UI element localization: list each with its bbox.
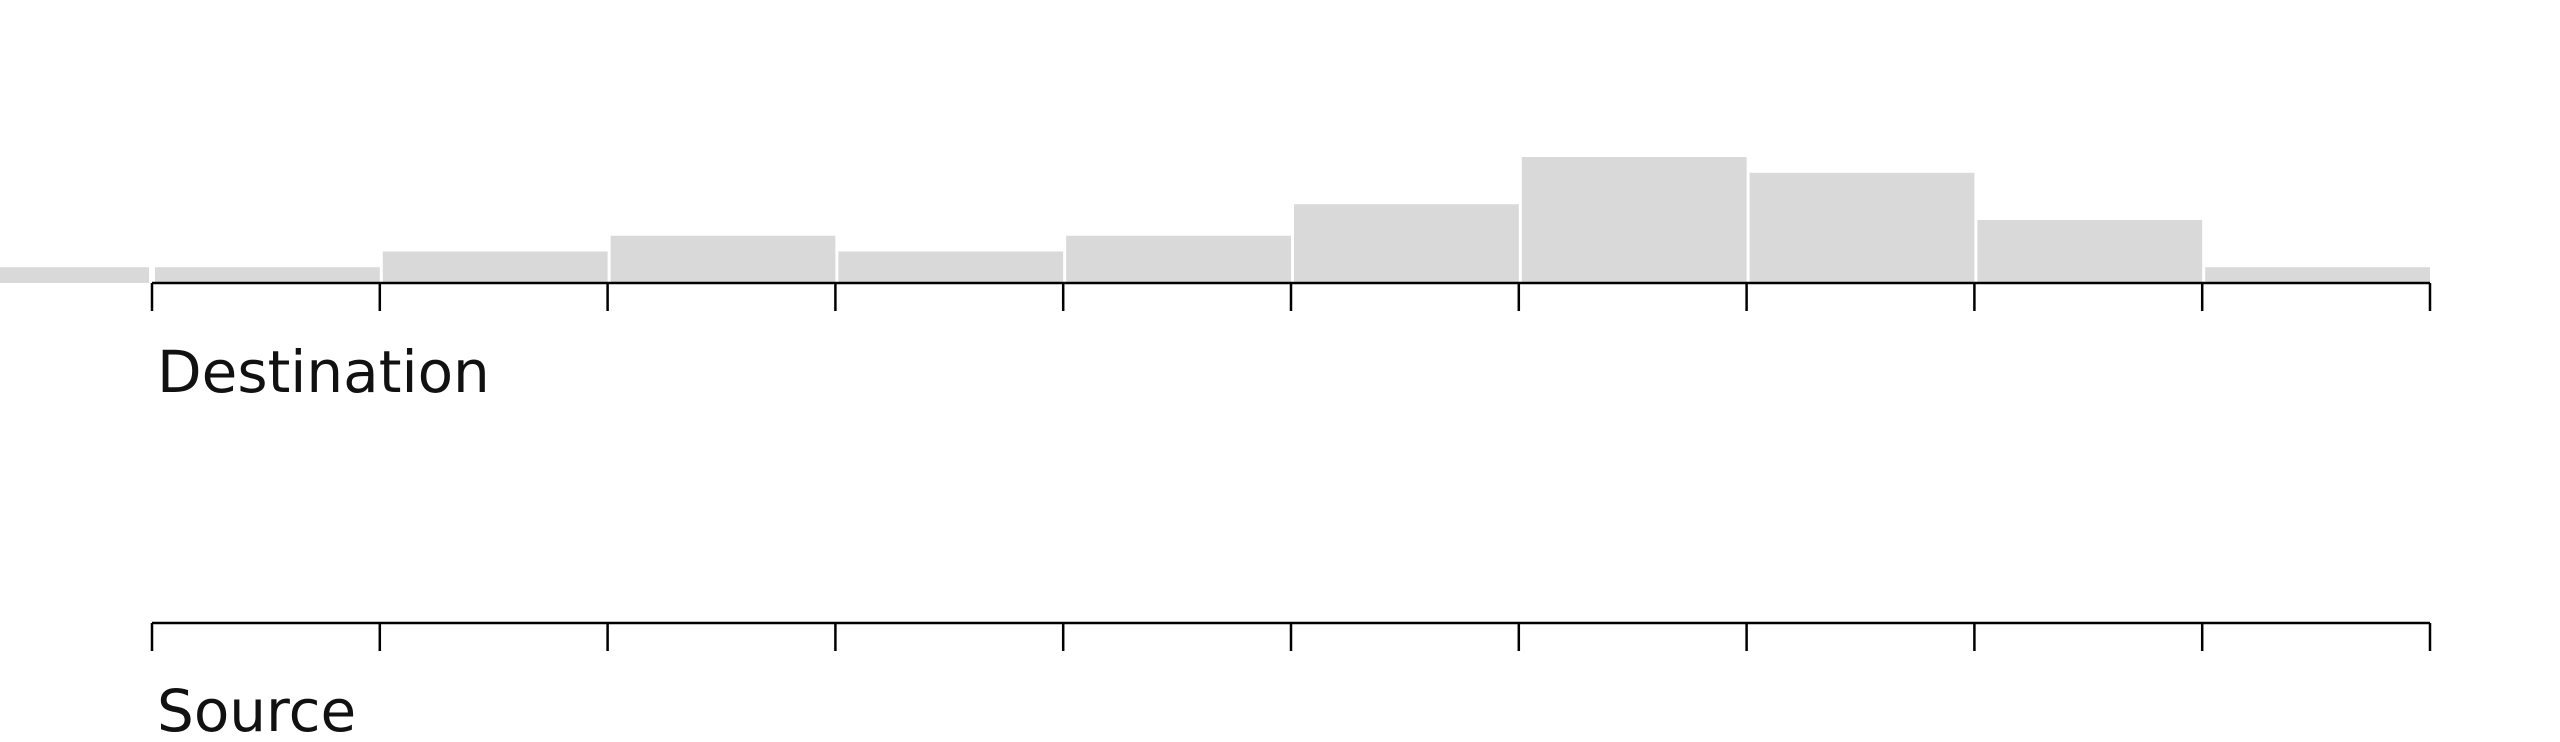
histogram-bar — [382, 251, 608, 283]
histogram-bar — [610, 235, 836, 283]
histogram-bar — [2205, 267, 2430, 283]
histogram-bar — [1977, 220, 2203, 283]
histogram-bar — [1749, 172, 1975, 283]
source-axis-label: Source — [157, 677, 356, 742]
histogram-bar — [838, 251, 1064, 283]
source-axis — [150, 621, 2432, 651]
destination-histogram-bars — [0, 157, 2430, 283]
histogram-bar — [1521, 157, 1747, 283]
destination-axis — [150, 281, 2432, 311]
histogram-bar — [1294, 204, 1519, 283]
destination-axis-label: Destination — [157, 338, 490, 406]
histogram-bar — [0, 267, 149, 283]
histogram-bar — [155, 267, 380, 283]
histogram-bar — [1066, 235, 1291, 283]
